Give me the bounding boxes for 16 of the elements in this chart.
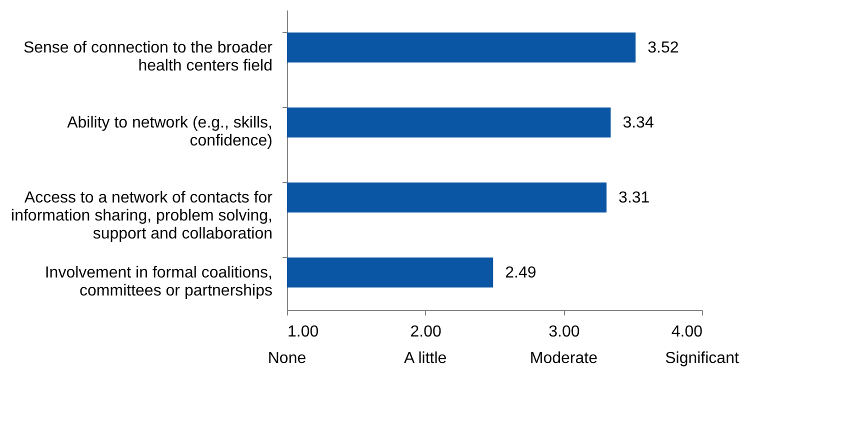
text: A little bbox=[404, 350, 447, 367]
x-tick-label: 2.00 bbox=[410, 324, 442, 340]
x-tick-label: 3.00 bbox=[548, 324, 580, 340]
text: Significant bbox=[665, 350, 740, 367]
y-tick-label: Ability to network (e.g., skills, confidence) bbox=[67, 114, 272, 150]
y-tick-label: Access to a network of contacts for information sharing, problem solving, support and collaboration bbox=[11, 190, 274, 242]
data-label: 3.52 bbox=[648, 40, 679, 56]
text: Moderate bbox=[530, 350, 598, 367]
y-tick-label: Involvement in formal coalitions, committees or partnerships bbox=[44, 264, 272, 300]
y-tick-label: Sense of connection to the broader health centers field bbox=[23, 40, 274, 74]
x-tick-label: 1.00 bbox=[288, 324, 319, 340]
text: None bbox=[268, 350, 306, 367]
data-label: 3.31 bbox=[618, 190, 650, 206]
data-label: 2.49 bbox=[505, 264, 536, 282]
data-label: 3.34 bbox=[622, 114, 654, 132]
x-tick-label: 4.00 bbox=[671, 324, 703, 340]
